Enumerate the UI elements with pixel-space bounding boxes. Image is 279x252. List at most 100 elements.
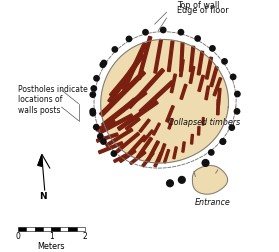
Circle shape	[234, 108, 240, 115]
Circle shape	[100, 138, 107, 145]
Circle shape	[208, 149, 215, 156]
Polygon shape	[179, 59, 184, 77]
Polygon shape	[109, 74, 129, 96]
Bar	[60, 227, 68, 231]
Text: Edge of floor: Edge of floor	[177, 6, 229, 15]
Circle shape	[229, 124, 235, 131]
Polygon shape	[189, 66, 195, 83]
Polygon shape	[96, 120, 116, 131]
Polygon shape	[128, 69, 165, 108]
Circle shape	[89, 108, 96, 115]
Text: Collapsed timbers: Collapsed timbers	[168, 118, 240, 127]
Polygon shape	[189, 46, 195, 72]
Polygon shape	[139, 119, 150, 133]
Polygon shape	[217, 88, 221, 105]
Polygon shape	[166, 106, 174, 122]
Polygon shape	[154, 39, 162, 73]
Circle shape	[97, 133, 104, 140]
Polygon shape	[202, 117, 204, 125]
Circle shape	[93, 75, 100, 82]
Polygon shape	[197, 51, 204, 75]
Circle shape	[112, 46, 118, 53]
Polygon shape	[101, 40, 229, 163]
Polygon shape	[198, 75, 205, 91]
Polygon shape	[126, 135, 146, 157]
Text: Postholes indicate
locations of
walls posts: Postholes indicate locations of walls po…	[18, 85, 87, 115]
Text: Entrance: Entrance	[194, 199, 230, 207]
Polygon shape	[170, 74, 176, 93]
Circle shape	[220, 138, 226, 145]
Text: 1: 1	[49, 232, 54, 241]
Polygon shape	[105, 128, 133, 147]
Polygon shape	[153, 123, 160, 135]
Polygon shape	[182, 142, 185, 152]
Polygon shape	[139, 81, 174, 113]
Text: 2: 2	[83, 232, 88, 241]
Polygon shape	[100, 71, 146, 116]
Polygon shape	[205, 57, 213, 79]
Polygon shape	[154, 152, 162, 167]
Polygon shape	[114, 153, 128, 163]
Text: N: N	[39, 193, 47, 201]
Circle shape	[166, 179, 174, 187]
Polygon shape	[38, 154, 42, 166]
Polygon shape	[167, 41, 174, 72]
Polygon shape	[217, 99, 220, 115]
Circle shape	[90, 110, 96, 117]
Bar	[35, 227, 43, 231]
Polygon shape	[98, 142, 123, 154]
Circle shape	[234, 91, 241, 97]
Circle shape	[93, 124, 100, 131]
Polygon shape	[122, 43, 147, 90]
Polygon shape	[168, 119, 173, 129]
Circle shape	[177, 29, 184, 36]
Circle shape	[194, 35, 201, 42]
Polygon shape	[210, 67, 218, 87]
Bar	[26, 227, 35, 231]
Polygon shape	[99, 114, 133, 134]
Circle shape	[201, 159, 210, 167]
Text: 0: 0	[15, 232, 20, 241]
Bar	[43, 227, 51, 231]
Text: Top of wall: Top of wall	[177, 1, 219, 10]
Polygon shape	[180, 43, 184, 71]
Circle shape	[221, 58, 228, 65]
Polygon shape	[163, 149, 170, 163]
Polygon shape	[205, 86, 210, 100]
Polygon shape	[180, 84, 187, 100]
Polygon shape	[124, 98, 135, 109]
Bar	[68, 227, 77, 231]
Circle shape	[209, 45, 216, 52]
Polygon shape	[157, 144, 166, 162]
Polygon shape	[130, 151, 146, 165]
Circle shape	[126, 36, 132, 42]
Polygon shape	[213, 78, 222, 96]
Circle shape	[220, 138, 226, 145]
Circle shape	[90, 91, 96, 98]
Polygon shape	[108, 53, 144, 103]
Polygon shape	[125, 118, 140, 130]
Polygon shape	[116, 132, 140, 153]
Polygon shape	[119, 150, 136, 163]
Bar	[51, 227, 60, 231]
Polygon shape	[147, 141, 159, 162]
Polygon shape	[191, 134, 193, 144]
Circle shape	[90, 85, 97, 92]
Circle shape	[142, 29, 149, 36]
Circle shape	[230, 74, 237, 80]
Polygon shape	[97, 133, 118, 142]
Polygon shape	[198, 127, 200, 135]
Circle shape	[100, 59, 107, 66]
Polygon shape	[117, 101, 158, 131]
Circle shape	[178, 176, 186, 184]
Polygon shape	[102, 90, 147, 127]
Polygon shape	[138, 36, 152, 80]
Circle shape	[110, 150, 117, 157]
Bar	[18, 227, 26, 231]
Text: Meters: Meters	[38, 241, 65, 250]
Polygon shape	[137, 137, 153, 158]
Polygon shape	[143, 130, 153, 142]
Polygon shape	[192, 166, 228, 194]
Circle shape	[160, 27, 167, 33]
Polygon shape	[142, 152, 154, 167]
